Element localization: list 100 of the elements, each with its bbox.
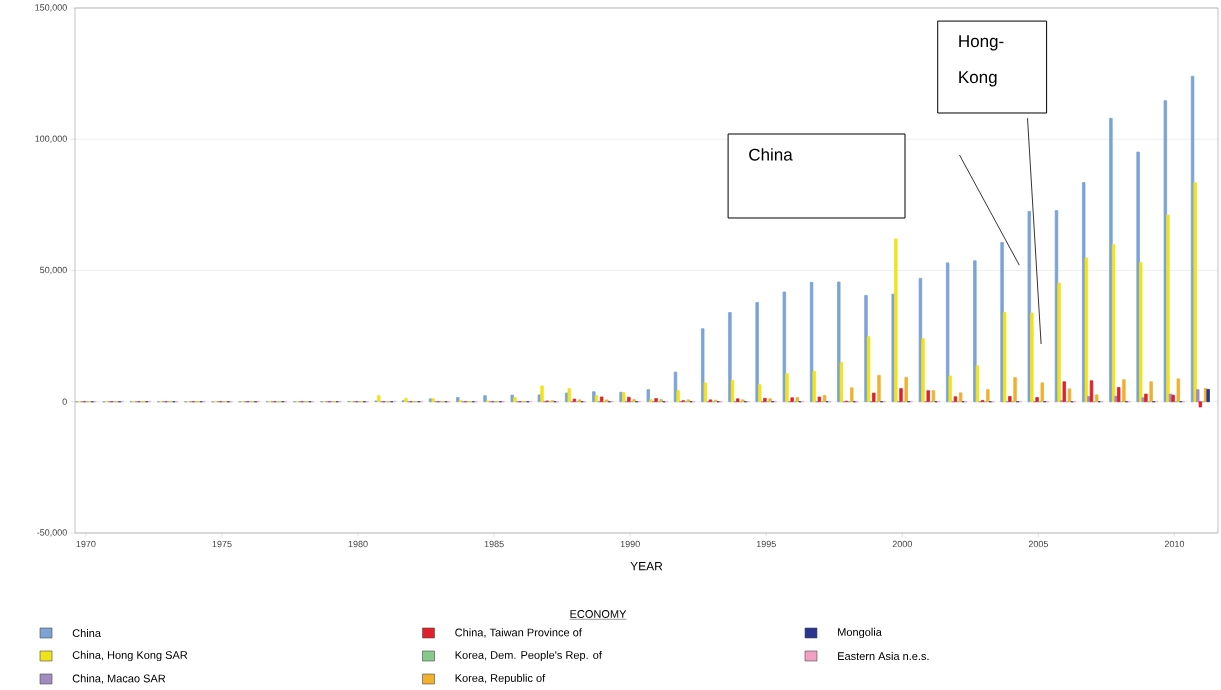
bar [1166, 214, 1170, 403]
bar [1196, 389, 1200, 403]
bar [958, 392, 963, 403]
bar [537, 394, 542, 403]
bar [1163, 100, 1168, 403]
bar [599, 396, 604, 403]
legend-title: ECONOMY [570, 610, 627, 618]
bar [1139, 262, 1143, 403]
y-tick-label: -50,000 [37, 529, 67, 537]
bar [817, 396, 822, 403]
bar [1008, 396, 1012, 403]
annotation: China [749, 148, 793, 161]
bar [953, 396, 958, 403]
bar [703, 382, 708, 403]
bar [1198, 401, 1203, 408]
bar [1040, 382, 1044, 403]
x-tick-label: 1995 [756, 540, 776, 548]
bar [1013, 377, 1017, 403]
x-tick-label: 1975 [212, 540, 232, 548]
bar [1149, 381, 1153, 403]
bar [975, 365, 980, 403]
bar [926, 390, 930, 403]
x-tick-label: 2010 [1164, 540, 1185, 548]
bar [483, 395, 487, 403]
bar [785, 373, 789, 403]
bar [1095, 394, 1099, 403]
bar [1000, 242, 1004, 403]
bar [1117, 387, 1121, 403]
bar [1193, 182, 1197, 403]
bar [948, 375, 952, 403]
bar [377, 395, 381, 403]
x-tick-label: 2000 [892, 540, 912, 548]
bar [790, 397, 794, 403]
bar [758, 384, 762, 403]
bar [1144, 393, 1148, 403]
y-tick-label: 50,000 [40, 266, 67, 275]
y-tick-label: 150,000 [35, 4, 67, 12]
bar [899, 388, 903, 403]
x-tick-label: 1990 [620, 540, 640, 548]
bar [627, 396, 631, 403]
bar [1084, 257, 1088, 403]
bar [782, 291, 787, 403]
bar [540, 385, 544, 403]
bar [1089, 380, 1094, 403]
legend-label: Korea, Republic of [455, 673, 546, 685]
bar [839, 361, 844, 403]
bar [945, 262, 950, 403]
text: Hong-Kong [959, 35, 1004, 87]
legend-label: Mongolia [838, 627, 882, 639]
x-tick-label: 2005 [1028, 540, 1049, 548]
bar [1109, 117, 1113, 403]
bar [918, 277, 923, 403]
bar [676, 390, 680, 403]
bar [986, 389, 990, 403]
bar [594, 395, 599, 403]
bar [1122, 379, 1126, 403]
x-tick-label: 1980 [348, 540, 368, 548]
bar [1136, 151, 1140, 403]
legend-label: China, Taiwan Province of [455, 628, 582, 638]
bar [850, 387, 854, 403]
legend-label: China, Hong Kong SAR [72, 650, 188, 662]
x-axis-title: YEAR [630, 562, 663, 571]
bar [1176, 378, 1181, 403]
bar [812, 370, 816, 403]
legend-label: China, Macao SAR [72, 674, 166, 684]
bar [1027, 211, 1031, 403]
bar [1057, 282, 1061, 403]
legend-label: Eastern Asia n.e.s. [838, 651, 929, 661]
bar [592, 391, 596, 403]
x-tick-label: 1970 [76, 540, 96, 548]
bar [701, 328, 705, 403]
bar [866, 336, 871, 403]
bar [1067, 388, 1072, 403]
x-tick-label: 1985 [484, 540, 504, 548]
bar [877, 375, 881, 403]
bar [1062, 381, 1066, 403]
bar [567, 388, 571, 403]
y-tick-label: 0 [62, 398, 67, 405]
bar [894, 238, 898, 403]
bar [728, 312, 732, 403]
bar [1035, 397, 1039, 403]
bar [1030, 312, 1034, 403]
bar [837, 281, 841, 403]
bar [822, 395, 827, 403]
bar [1087, 396, 1091, 403]
bar [809, 281, 814, 403]
bar [755, 302, 759, 403]
bar [795, 397, 800, 403]
bar [763, 397, 767, 403]
bar [1141, 397, 1146, 403]
y-tick-label: 100,000 [35, 135, 67, 143]
bar [931, 390, 936, 403]
legend-label: Korea, Dem. People's Rep. of [455, 650, 602, 662]
bar [864, 295, 868, 403]
bar [973, 260, 977, 403]
bar [921, 338, 925, 403]
bar [904, 376, 908, 403]
bar [872, 392, 876, 403]
bar [1002, 312, 1007, 403]
legend-label: China [72, 628, 101, 638]
